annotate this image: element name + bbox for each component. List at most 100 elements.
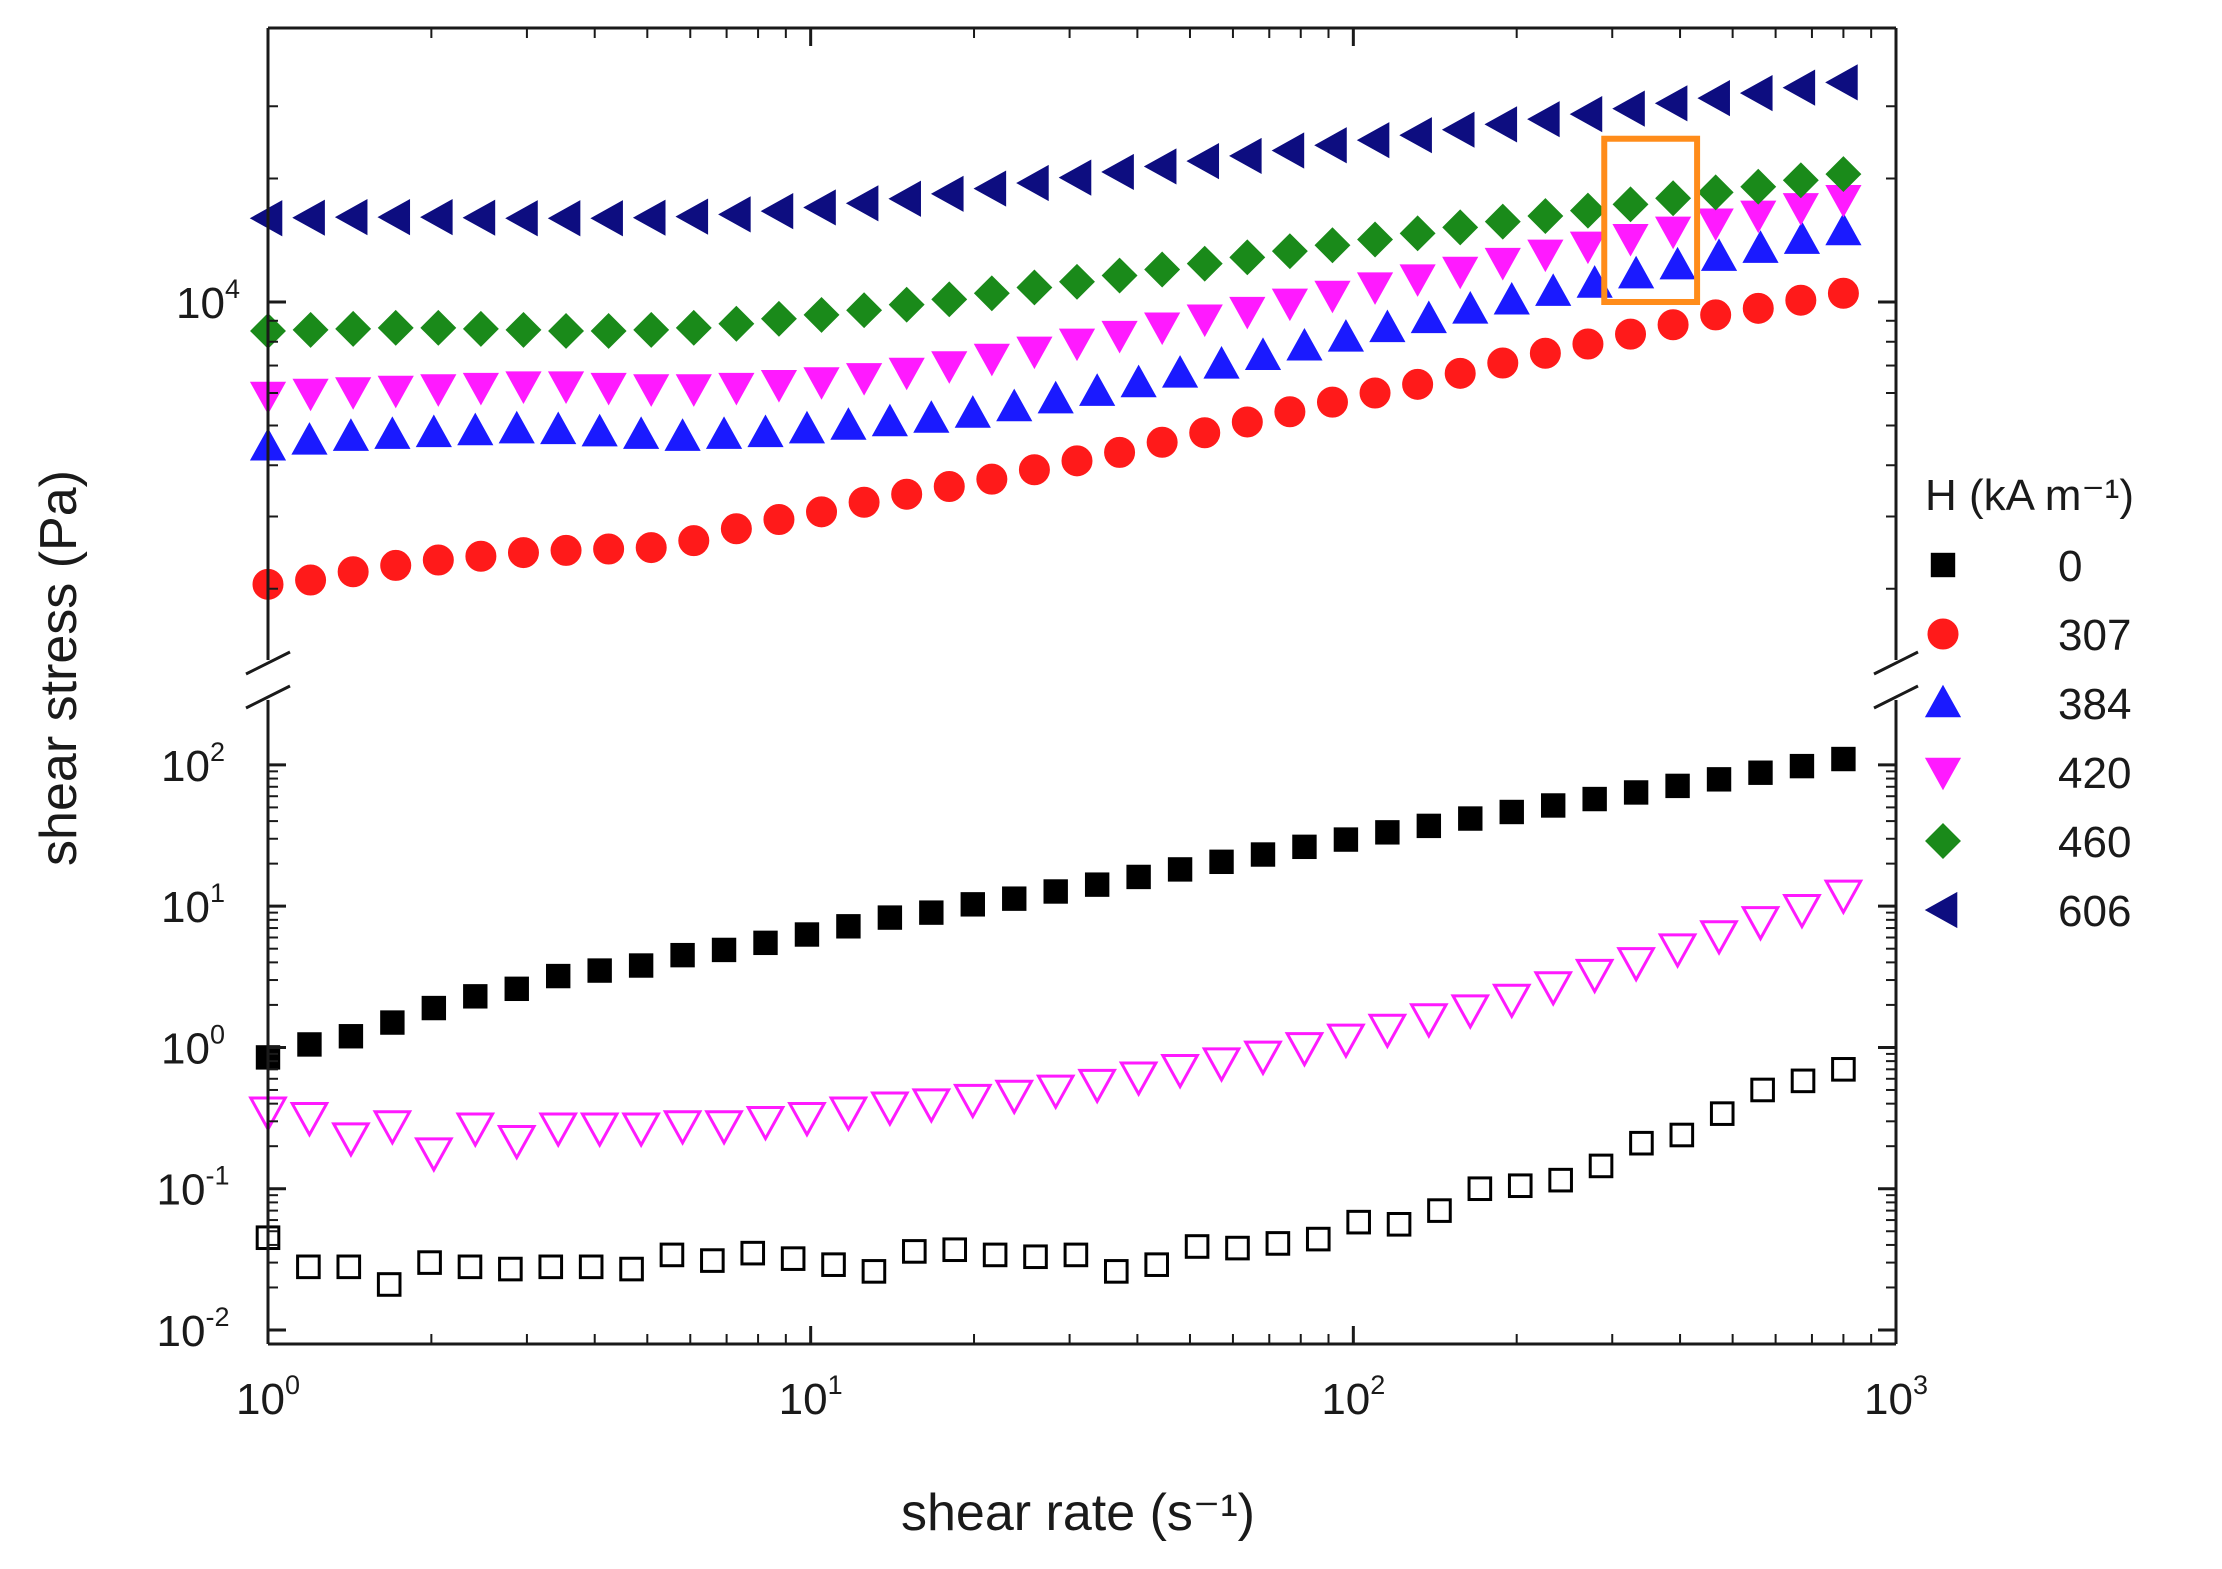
data-point [376, 1272, 402, 1297]
data-point [760, 370, 798, 403]
data-point [1782, 69, 1816, 106]
data-point [931, 351, 968, 384]
data-point [1442, 209, 1479, 246]
data-point [505, 311, 542, 348]
data-point [1120, 364, 1157, 398]
data-point [1043, 879, 1068, 904]
legend-marker [1924, 757, 1962, 791]
data-point [292, 199, 325, 236]
data-point [1035, 1074, 1076, 1111]
data-point [415, 414, 452, 448]
data-point [1286, 327, 1323, 361]
data-point [457, 412, 494, 446]
data-point [1782, 162, 1819, 199]
data-point [1507, 1173, 1533, 1199]
data-point [590, 312, 627, 349]
series-0-open [255, 1057, 1856, 1297]
data-point [550, 534, 582, 566]
data-point [1427, 1198, 1452, 1223]
data-point [377, 199, 411, 236]
axis-break-mark-right [1873, 684, 1919, 710]
data-point [1144, 251, 1181, 288]
y-tick-label: 10-1 [157, 1161, 230, 1215]
series-384 [249, 212, 1862, 461]
data-point [861, 1259, 887, 1284]
data-point [662, 1110, 703, 1146]
data-point [1101, 257, 1138, 294]
data-point [1016, 164, 1049, 202]
data-point [377, 309, 414, 346]
data-point [623, 416, 660, 449]
data-point [700, 1248, 725, 1273]
data-point [633, 374, 670, 407]
data-point [830, 407, 867, 440]
data-point [1386, 1211, 1412, 1237]
highlight-box [1601, 135, 1701, 305]
data-point [1079, 373, 1116, 406]
data-point [1229, 296, 1266, 330]
data-point [1167, 857, 1193, 882]
data-point [505, 200, 538, 237]
data-point [1697, 80, 1730, 117]
data-point [1484, 247, 1521, 281]
data-point [1789, 753, 1815, 779]
data-point [1144, 312, 1181, 346]
data-point [1250, 842, 1276, 867]
y-tick-label: 10-2 [157, 1302, 230, 1356]
data-point [1706, 767, 1732, 792]
data-point [414, 1137, 454, 1173]
data-point [787, 1102, 827, 1138]
y-tick-label: 102 [161, 737, 225, 791]
data-point [848, 486, 880, 518]
data-point [705, 416, 743, 449]
data-point [942, 1237, 968, 1263]
legend-item: 0 [1930, 542, 2082, 591]
data-point [891, 478, 923, 510]
data-point [421, 995, 447, 1021]
data-point [877, 905, 903, 930]
data-point [1823, 879, 1864, 916]
data-point [1305, 1226, 1331, 1252]
data-point [803, 189, 836, 226]
data-point [632, 199, 666, 236]
data-point [579, 1112, 620, 1149]
series-420 [249, 184, 1862, 415]
data-point [1284, 1032, 1325, 1068]
data-point [718, 372, 755, 406]
data-point [1058, 328, 1096, 362]
data-point [420, 374, 457, 407]
data-point [911, 1088, 952, 1124]
data-point [1271, 132, 1305, 169]
data-point [996, 388, 1033, 422]
data-point [462, 310, 499, 347]
data-point [420, 199, 453, 236]
series-420-open [248, 879, 1864, 1173]
data-point [1201, 1047, 1242, 1084]
data-point [1458, 806, 1483, 831]
data-point [1657, 933, 1698, 970]
data-point [1271, 288, 1308, 322]
series-606 [249, 64, 1858, 237]
data-point [1103, 1259, 1129, 1284]
data-point [1231, 406, 1263, 438]
data-point [675, 374, 712, 407]
data-point [1101, 320, 1138, 354]
data-point [1292, 834, 1317, 860]
data-point [1527, 198, 1564, 234]
data-point [803, 296, 840, 333]
data-point [760, 300, 797, 337]
data-point [678, 525, 710, 557]
data-point [1186, 304, 1223, 338]
data-point [1629, 1130, 1654, 1156]
data-point [747, 414, 784, 448]
data-point [1527, 101, 1560, 138]
data-point [1612, 186, 1649, 223]
y-tick-label: 100 [161, 1019, 225, 1073]
data-point [803, 367, 840, 400]
axis-break-mark-left [245, 684, 291, 710]
data-point [1410, 300, 1447, 334]
data-point [1023, 1244, 1048, 1270]
data-point [581, 413, 618, 447]
data-point [1084, 872, 1110, 897]
data-point [1059, 263, 1095, 300]
